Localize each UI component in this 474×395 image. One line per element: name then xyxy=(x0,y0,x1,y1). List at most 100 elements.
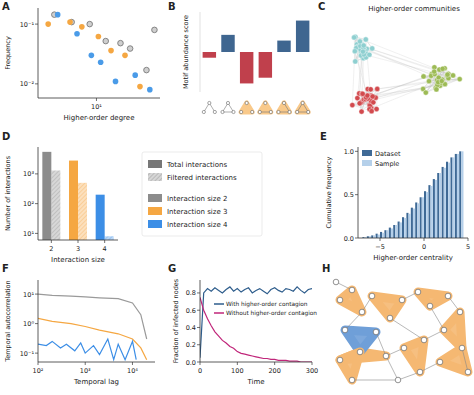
histogram-bar xyxy=(450,157,452,238)
motif-node xyxy=(240,110,243,113)
network-edge xyxy=(371,86,440,96)
motif-node xyxy=(202,110,205,113)
network-node xyxy=(365,93,370,98)
y-tick-label: 10² xyxy=(23,200,34,208)
x-tick-label: 300 xyxy=(306,367,318,375)
legend-swatch xyxy=(148,160,162,168)
legend-swatch xyxy=(214,303,224,305)
motif-node xyxy=(213,110,216,113)
histogram-bar xyxy=(400,222,402,238)
motif-icon xyxy=(221,101,235,113)
scatter-point xyxy=(45,21,51,27)
y-axis-label: Temporal autocorrelation xyxy=(4,280,12,362)
x-tick xyxy=(51,240,52,243)
motif-icon xyxy=(240,101,254,113)
panel-label: E xyxy=(320,131,327,142)
node xyxy=(459,345,465,351)
network-node xyxy=(355,96,360,101)
y-tick xyxy=(197,292,200,293)
x-tick xyxy=(132,362,133,365)
y-tick-label: 0.8 xyxy=(186,289,196,297)
scatter-point xyxy=(74,31,80,37)
histogram-bar xyxy=(406,213,408,238)
histogram-bar xyxy=(437,173,439,238)
node xyxy=(369,293,375,299)
panel-title: Higher-order communities xyxy=(368,5,460,13)
edge xyxy=(376,332,386,356)
x-tick xyxy=(96,98,97,101)
y-tick-label: 10¹ xyxy=(23,230,34,238)
y-tick-label: 1.0 xyxy=(344,148,354,156)
node xyxy=(395,377,401,383)
motif-icon xyxy=(296,101,310,113)
y-tick-label: 10⁻¹ xyxy=(20,350,35,358)
hyperedge xyxy=(340,352,360,380)
x-tick-label: 200 xyxy=(268,367,280,375)
panel-label: F xyxy=(2,263,9,274)
node xyxy=(421,337,427,343)
node xyxy=(401,345,407,351)
hyperedge xyxy=(372,296,402,318)
x-tick xyxy=(380,238,381,241)
scatter-point xyxy=(144,67,150,73)
network-node xyxy=(457,76,462,81)
histogram-bar xyxy=(442,167,444,238)
node xyxy=(417,369,423,375)
line xyxy=(200,287,312,358)
legend-swatch xyxy=(148,207,162,215)
histogram-bar xyxy=(404,218,406,238)
x-tick xyxy=(237,362,238,365)
x-tick-label: 10⁴ xyxy=(127,367,138,375)
network-node xyxy=(367,52,372,57)
y-axis xyxy=(38,8,39,98)
y-tick-label: 0.0 xyxy=(344,235,354,243)
x-axis-label: Higher-order centrality xyxy=(373,254,453,262)
histogram-bar xyxy=(378,235,380,238)
y-tick xyxy=(35,83,38,84)
y-tick xyxy=(35,203,38,204)
network-node xyxy=(370,46,375,51)
y-axis xyxy=(38,147,39,240)
histogram-bar xyxy=(459,151,461,238)
x-axis xyxy=(200,362,312,363)
scatter-point xyxy=(67,19,73,25)
bar xyxy=(96,195,105,240)
bar xyxy=(296,21,309,52)
edge xyxy=(420,362,440,372)
y-tick-label: 0.5 xyxy=(344,191,354,199)
panel-label: A xyxy=(2,1,10,12)
network-node xyxy=(374,106,379,111)
x-axis-label: Interaction size xyxy=(51,256,105,264)
line xyxy=(200,297,312,362)
network-node xyxy=(368,87,373,92)
y-tick-label: 0.2 xyxy=(186,341,196,349)
legend-label: Sample xyxy=(375,160,399,168)
network-node xyxy=(357,39,362,44)
y-tick xyxy=(355,151,358,152)
motif-node xyxy=(258,110,261,113)
x-tick-label: 2 xyxy=(49,245,53,253)
x-tick xyxy=(312,362,313,365)
histogram-bar xyxy=(433,179,435,238)
panel-label: H xyxy=(322,263,330,274)
edge xyxy=(424,330,444,340)
legend-swatch xyxy=(214,312,224,314)
scatter-point xyxy=(152,27,158,33)
panel-label: D xyxy=(2,131,10,142)
panel-label: G xyxy=(168,263,176,274)
legend-label: Interaction size 3 xyxy=(167,208,227,216)
y-axis-label: Frequency xyxy=(4,36,12,70)
scatter-point xyxy=(89,53,95,59)
x-tick-label: −5 xyxy=(375,243,385,251)
histogram-bar xyxy=(395,225,397,238)
x-tick-label: 100 xyxy=(231,367,243,375)
motif-node xyxy=(245,101,248,104)
legend-label: Interaction size 4 xyxy=(167,221,228,229)
scatter-point xyxy=(122,53,128,59)
legend-swatch xyxy=(148,194,162,202)
network-edge xyxy=(363,48,438,78)
hyperedge xyxy=(440,348,468,372)
scatter-point xyxy=(79,24,85,30)
y-tick xyxy=(35,233,38,234)
motif-node xyxy=(221,110,224,113)
